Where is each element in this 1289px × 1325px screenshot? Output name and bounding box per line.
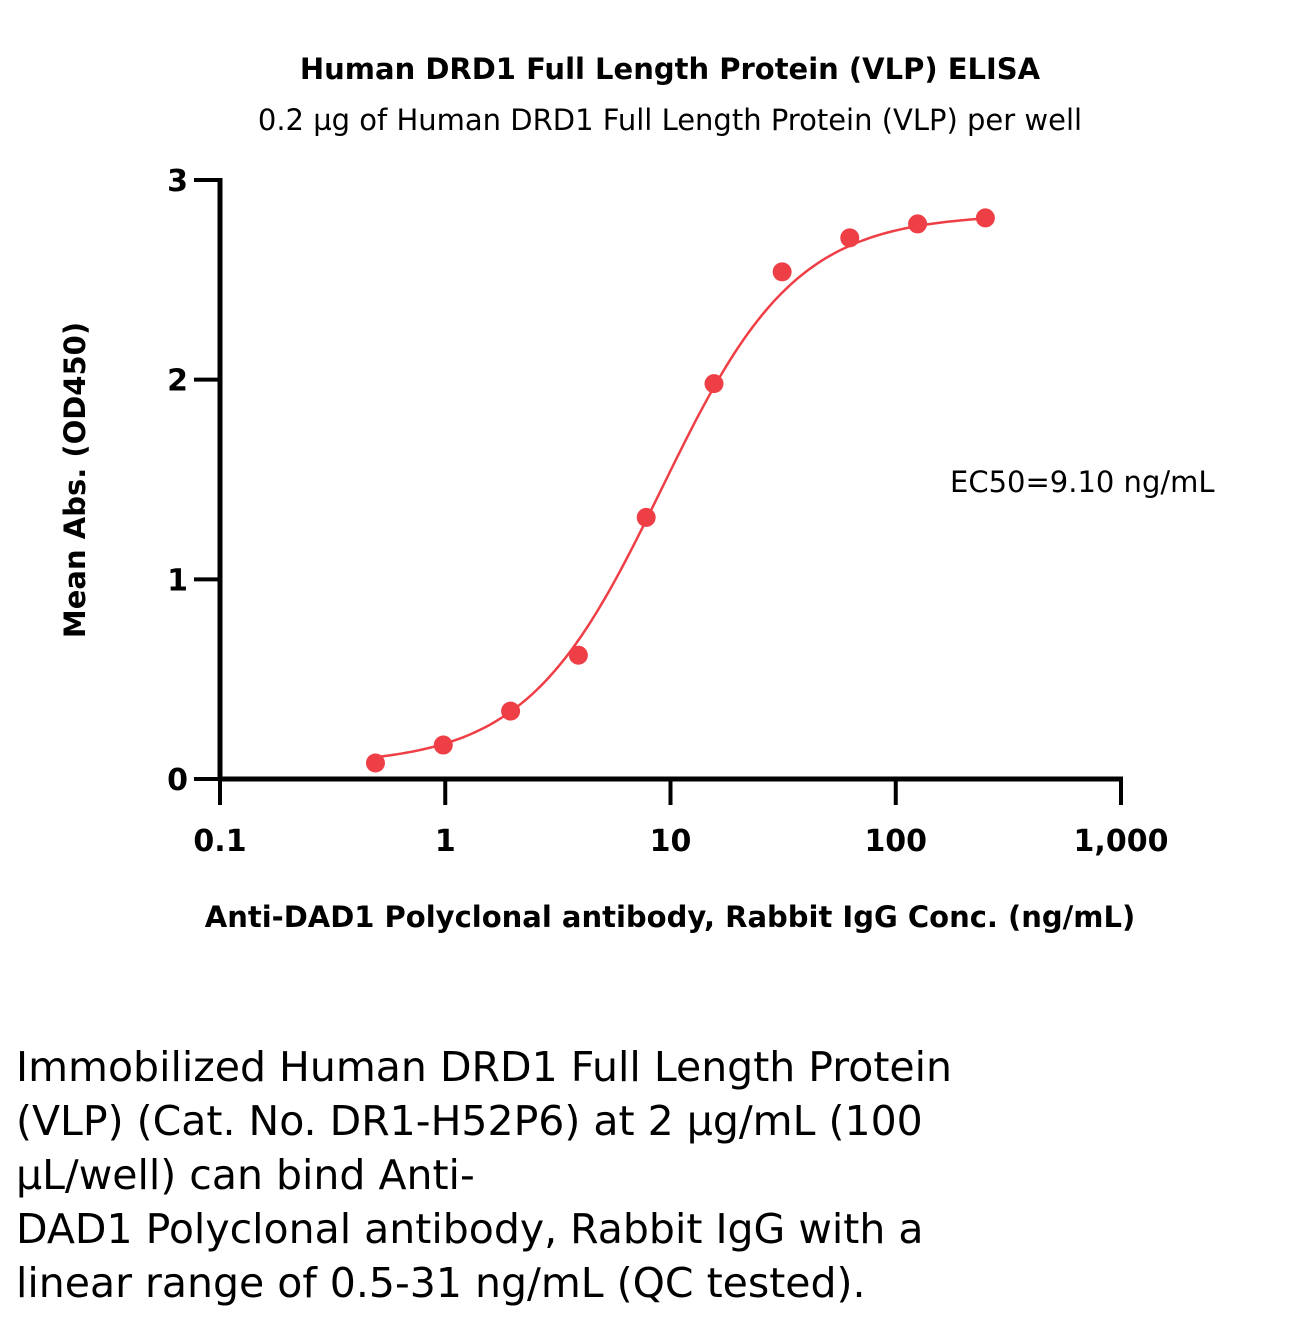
x-tick-label: 1,000 [1074,824,1169,859]
x-tick-label: 0.1 [193,824,246,859]
data-point [840,228,860,248]
x-axis-ticks: 0.1 1 10 100 1,000 [193,779,1168,859]
data-point [501,701,521,721]
data-point [365,753,385,773]
data-point [908,214,928,234]
data-point [433,735,453,755]
y-tick-label: 1 [167,563,188,598]
caption-line: linear range of 0.5-31 ng/mL (QC tested)… [16,1259,866,1307]
data-point [636,507,656,527]
ec50-annotation: EC50=9.10 ng/mL [950,465,1215,499]
x-axis-label: Anti-DAD1 Polyclonal antibody, Rabbit Ig… [205,900,1135,934]
data-point [704,374,724,394]
fit-curve [375,217,986,759]
data-point [975,208,995,228]
data-point [568,645,588,665]
y-tick-label: 2 [167,364,188,399]
caption-line: DAD1 Polyclonal antibody, Rabbit IgG wit… [16,1205,924,1253]
y-tick-label: 0 [167,763,188,798]
caption-line: Immobilized Human DRD1 Full Length Prote… [16,1043,953,1091]
chart-title: Human DRD1 Full Length Protein (VLP) ELI… [300,52,1041,86]
x-tick-label: 10 [650,824,692,859]
x-tick-label: 100 [864,824,927,859]
x-tick-label: 1 [435,824,456,859]
chart-subtitle: 0.2 µg of Human DRD1 Full Length Protein… [258,103,1082,137]
y-axis-label: Mean Abs. (OD450) [58,322,92,638]
y-axis-ticks: 0 1 2 3 [167,164,220,798]
caption-line: (VLP) (Cat. No. DR1-H52P6) at 2 µg/mL (1… [16,1097,923,1145]
caption-line: µL/well) can bind Anti- [16,1151,475,1199]
elisa-chart: Human DRD1 Full Length Protein (VLP) ELI… [58,52,1215,934]
data-point [772,262,792,282]
y-tick-label: 3 [167,164,188,199]
data-points [365,208,995,773]
caption: Immobilized Human DRD1 Full Length Prote… [16,1040,1276,1310]
